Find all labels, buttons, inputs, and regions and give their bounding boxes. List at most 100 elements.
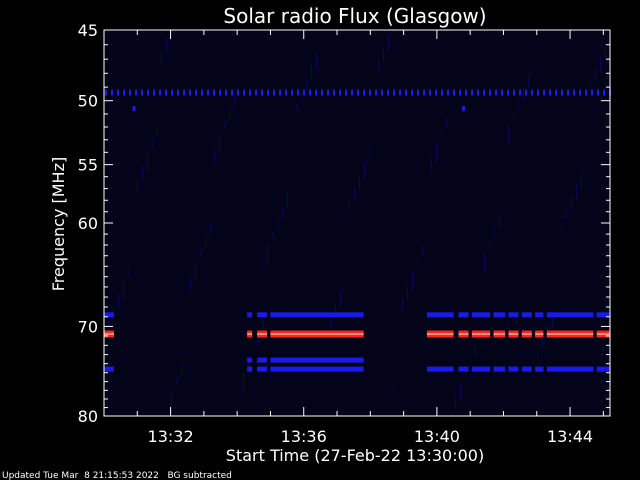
y-axis-ticks: 45 50 55 60 70 80: [78, 21, 610, 426]
noise-streak: [378, 60, 379, 72]
noise-streak: [214, 148, 215, 163]
noise-streak: [359, 175, 360, 190]
noise-streak: [422, 246, 423, 255]
noise-streak: [171, 391, 172, 409]
band-dot-49.4mhz: [555, 89, 557, 96]
band-dot-49.4mhz: [417, 89, 419, 96]
band-dot-49.4mhz: [315, 89, 317, 96]
band-dot-49.4mhz: [201, 89, 203, 96]
y-tick-label: 70: [78, 317, 98, 336]
noise-streak: [296, 104, 297, 110]
band-dot-49.4mhz: [471, 89, 473, 96]
band-gap: [267, 303, 271, 382]
noise-streak: [210, 224, 211, 236]
band-dot-49.4mhz: [381, 89, 383, 96]
x-axis-label: Start Time (27-Feb-22 13:30:00): [226, 446, 484, 465]
band-dot-49.4mhz: [141, 89, 143, 96]
y-tick-label: 60: [78, 214, 98, 233]
band-dot-49.4mhz: [393, 89, 395, 96]
x-tick-label: 13:40: [414, 427, 460, 446]
noise-streak: [364, 162, 365, 180]
noise-streak: [161, 51, 162, 63]
band-dot-49.4mhz: [369, 89, 371, 96]
noise-streak: [513, 113, 514, 119]
noise-streak: [484, 254, 485, 272]
x-tick-label: 13:36: [281, 427, 327, 446]
noise-streak: [412, 272, 413, 290]
band-dot-49.4mhz: [207, 89, 209, 96]
noise-streak: [277, 219, 278, 228]
band-gap: [518, 303, 522, 382]
band-dot-49.4mhz: [183, 89, 185, 96]
noise-streak: [330, 316, 331, 328]
band-gap: [531, 303, 536, 382]
noise-streak: [436, 144, 437, 162]
y-tick-label: 45: [78, 21, 98, 40]
band-dot-49.4mhz: [411, 89, 413, 96]
noise-streak: [248, 360, 249, 366]
noise-streak: [566, 210, 567, 219]
band-dot-49.4mhz: [585, 89, 587, 96]
band-gap: [593, 303, 597, 382]
noise-streak: [605, 43, 606, 61]
band-dot-49.4mhz: [507, 89, 509, 96]
band-dot-49.4mhz: [567, 89, 569, 96]
noise-streak: [369, 149, 370, 155]
noise-streak: [402, 298, 403, 310]
band-dot-49.4mhz: [597, 89, 599, 96]
band-dot-49.4mhz: [513, 89, 515, 96]
noise-streak: [195, 263, 196, 281]
band-core-70.8mhz: [247, 333, 364, 335]
band-dot-49.4mhz: [249, 89, 251, 96]
band-dot-49.4mhz: [243, 89, 245, 96]
band-dot-49.4mhz: [333, 89, 335, 96]
band-dot-49.4mhz: [105, 89, 107, 96]
band-dot-49.4mhz: [525, 89, 527, 96]
noise-streak: [205, 237, 206, 246]
band-dot-49.4mhz: [297, 89, 299, 96]
band-dot-49.4mhz: [549, 89, 551, 96]
band-dot-49.4mhz: [477, 89, 479, 96]
y-axis-label: Frequency [MHz]: [49, 157, 68, 291]
noise-streak: [571, 197, 572, 209]
band-dot-49.4mhz: [459, 89, 461, 96]
noise-streak: [590, 82, 591, 91]
band-dot-49.4mhz: [561, 89, 563, 96]
band-dot-49.4mhz: [321, 89, 323, 96]
band-dot-49.4mhz: [489, 89, 491, 96]
band-dot-49.4mhz: [261, 89, 263, 96]
noise-streak: [224, 122, 225, 128]
band-segment-73.6mhz: [247, 357, 364, 363]
band-dot-49.4mhz: [531, 89, 533, 96]
noise-streak: [475, 343, 476, 355]
noise-streak: [123, 281, 124, 299]
noise-streak: [499, 215, 500, 227]
band-gaps: [252, 303, 597, 382]
noise-streak: [258, 334, 259, 346]
band-segment-74.6mhz: [104, 366, 114, 372]
band-dot-49.4mhz: [495, 89, 497, 96]
band-dot-49.4mhz: [573, 89, 575, 96]
band-dot-49.4mhz: [429, 89, 431, 96]
band-dot-49.4mhz: [129, 89, 131, 96]
band-dot-49.4mhz: [231, 89, 233, 96]
noise-streak: [528, 74, 529, 89]
band-dot-49.4mhz: [603, 89, 605, 96]
band-dot-49.4mhz: [159, 89, 161, 96]
band-dot-49.4mhz: [345, 89, 347, 96]
band-dot-49.4mhz: [483, 89, 485, 96]
noise-streak: [335, 303, 336, 318]
band-dot-49.4mhz: [309, 89, 311, 96]
band-dot-49.4mhz: [399, 89, 401, 96]
x-axis-ticks: 13:32 13:36 13:40 13:44: [103, 30, 604, 446]
band-dot-49.4mhz: [423, 89, 425, 96]
band-dot-49.4mhz: [591, 89, 593, 96]
band-dot-49.4mhz: [537, 89, 539, 96]
noise-streak: [118, 294, 119, 309]
band-dot-49.4mhz: [387, 89, 389, 96]
band-dot-49.4mhz: [285, 89, 287, 96]
noise-streak: [128, 268, 129, 274]
noise-streak: [388, 34, 389, 52]
noise-streak: [272, 232, 273, 238]
